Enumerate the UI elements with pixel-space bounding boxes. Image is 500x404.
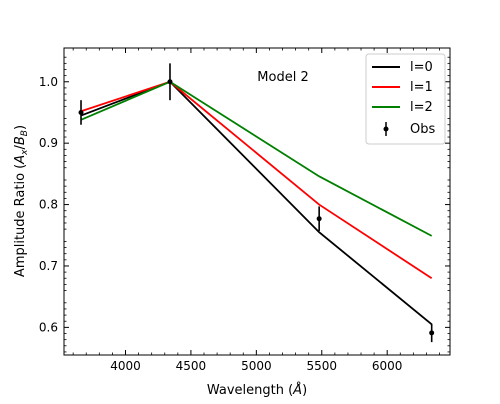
y-tick-label: 0.9 [39,136,58,150]
obs-point [316,216,322,222]
y-tick-label: 0.6 [39,320,58,334]
y-tick-label: 0.7 [39,259,58,273]
obs-point [429,330,435,336]
model-series [80,80,433,325]
y-tick-label: 1.0 [39,75,58,89]
legend-label-obs: Obs [410,122,435,137]
x-tick-label: 6000 [372,359,403,373]
x-tick-label: 5500 [306,359,337,373]
legend: l=0 l=1 l=2 Obs [365,53,446,145]
series-line-l0 [80,80,433,325]
legend-label-l1: l=1 [410,80,433,95]
x-tick-label: 4000 [110,359,141,373]
x-axis-label: Wavelength (Å) [207,382,307,398]
legend-label-l0: l=0 [410,60,433,75]
plot-frame [63,47,451,356]
series-line-l2 [80,80,433,237]
legend-label-l2: l=2 [410,100,433,115]
series-line-l1 [80,80,433,280]
y-axis-label: Amplitude Ratio (Ax/BB) [13,125,30,277]
x-tick-label: 4500 [176,359,207,373]
x-tick-label: 5000 [241,359,272,373]
observed-points [78,63,435,343]
obs-point [167,79,173,85]
axis-ticks: 4000 4500 5000 5500 6000 0.6 0.7 0.8 0.9 1.0 [39,48,450,373]
legend-box [365,53,446,145]
y-tick-label: 0.8 [39,198,58,212]
obs-point [78,109,84,115]
legend-obs-marker [383,126,389,132]
model-annotation: Model 2 [257,70,308,85]
